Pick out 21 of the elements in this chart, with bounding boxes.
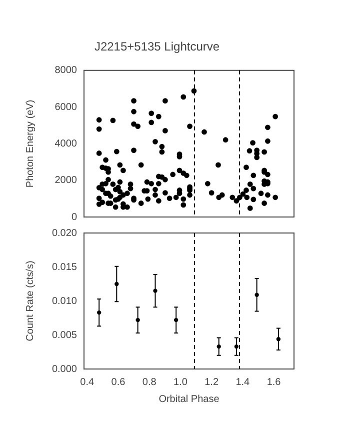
chart-title: J2215+5135 Lightcurve bbox=[94, 40, 220, 54]
y-tick-label: 6000 bbox=[54, 102, 78, 113]
x-tick-label: 0.4 bbox=[80, 376, 94, 388]
y-tick-label: 0.010 bbox=[52, 296, 78, 307]
x-tick-label: 1.0 bbox=[173, 376, 188, 388]
x-axis-title: Orbital Phase bbox=[158, 394, 220, 405]
x-tick-label: 1.6 bbox=[266, 376, 282, 388]
x-tick-label: 0.6 bbox=[111, 376, 126, 388]
y-axis-title: Photon Energy (eV) bbox=[24, 100, 36, 188]
y-tick-label: 4000 bbox=[54, 138, 78, 150]
y-tick-label: 0.020 bbox=[52, 228, 78, 239]
y-tick-label: 0.000 bbox=[52, 364, 78, 375]
y-tick-label: 2000 bbox=[54, 175, 78, 186]
y-axis-title: Count Rate (cts/s) bbox=[24, 260, 36, 342]
y-tick-label: 8000 bbox=[54, 65, 78, 76]
x-tick-label: 1.4 bbox=[236, 376, 250, 388]
x-tick-label: 1.2 bbox=[204, 376, 219, 388]
x-tick-label: 0.8 bbox=[142, 376, 157, 388]
y-tick-label: 0.015 bbox=[52, 262, 78, 273]
y-tick-label: 0.005 bbox=[52, 330, 78, 341]
y-tick-label: 0 bbox=[71, 212, 78, 223]
